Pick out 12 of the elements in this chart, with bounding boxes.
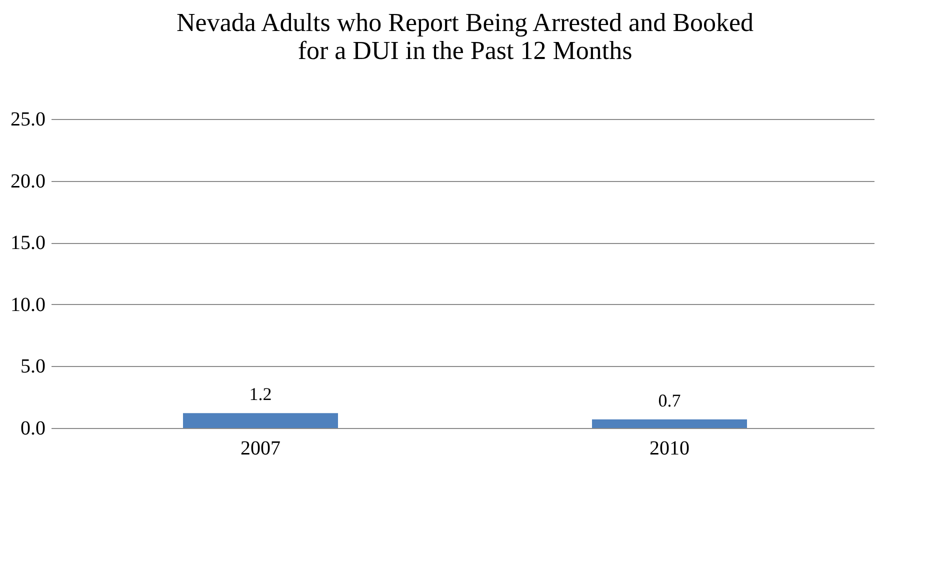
y-tick-label: 20.0	[10, 170, 46, 192]
text: for a DUI in the Past 12 Months	[298, 36, 632, 65]
y-tick-label: 25.0	[10, 108, 46, 130]
y-tick-label: 10.0	[10, 294, 46, 316]
y-tick-label: 15.0	[10, 232, 46, 254]
y-tick-label: 0.0	[20, 418, 46, 440]
data-label: 1.2	[249, 384, 272, 404]
x-tick-label: 2007	[240, 438, 280, 460]
y-tick-label: 5.0	[20, 356, 46, 378]
x-tick-label: 2010	[650, 438, 690, 460]
data-label: 0.7	[658, 390, 681, 410]
text: Nevada Adults who Report Being Arrested and Booked	[176, 8, 754, 37]
